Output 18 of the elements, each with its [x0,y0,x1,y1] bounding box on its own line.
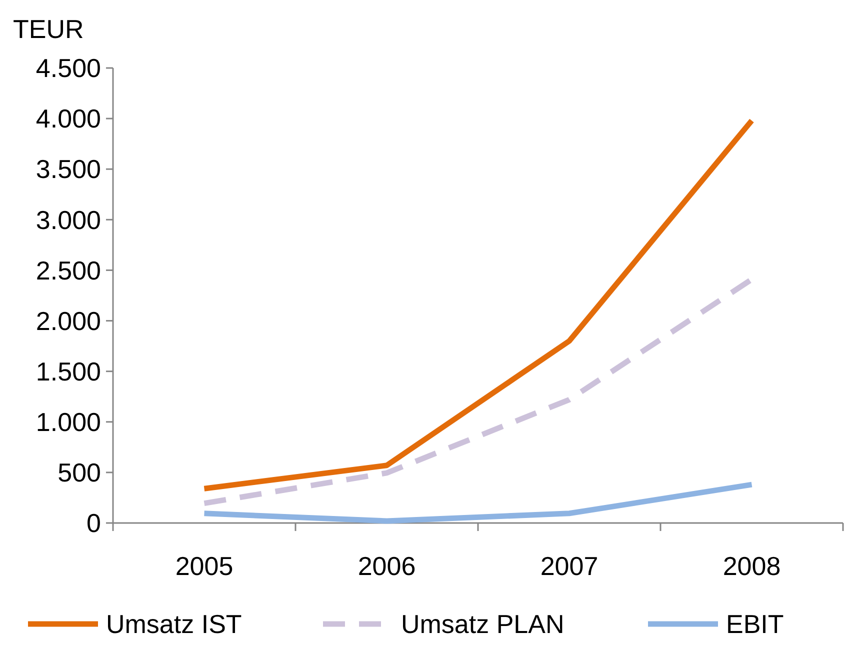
y-tick-label: 1.500 [36,356,101,386]
legend-label: EBIT [726,609,784,639]
x-tick-label: 2005 [175,551,234,581]
legend-label: Umsatz PLAN [401,609,564,639]
legend-label: Umsatz IST [106,609,242,639]
y-tick-label: 4.500 [36,53,101,84]
y-tick-label: 3.000 [36,204,101,235]
y-tick-label: 4.000 [36,104,101,134]
y-tick-label: 2.000 [36,306,101,336]
y-tick-label: 500 [58,458,101,488]
y-tick-label: 0 [86,508,101,538]
x-tick-label: 2006 [358,551,416,581]
y-tick-label: 2.500 [36,255,101,286]
x-tick-label: 2008 [722,551,781,581]
y-tick-label: 3.500 [36,154,101,184]
y-axis-title: TEUR [13,14,84,44]
x-tick-label: 2007 [540,551,598,581]
y-tick-label: 1.000 [36,406,101,437]
